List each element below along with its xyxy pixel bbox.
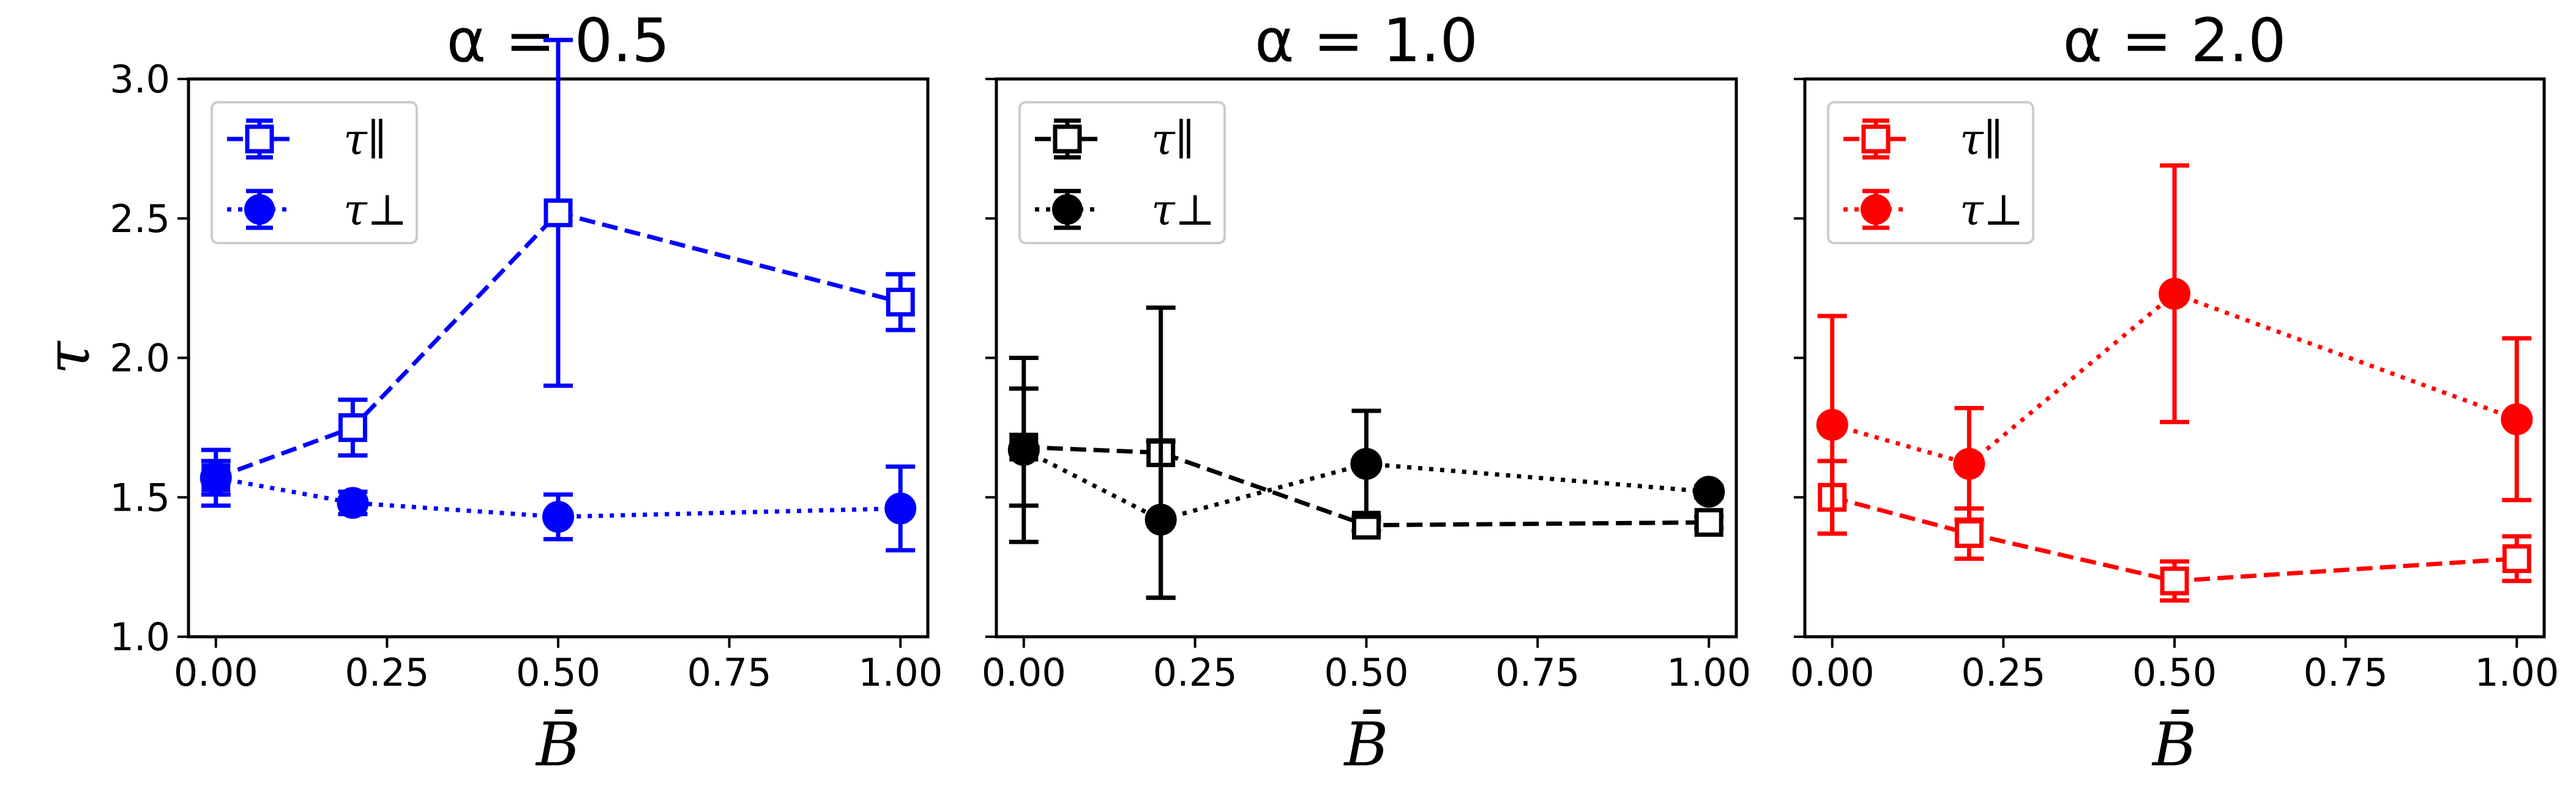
x-axis-label: B̄ (1343, 709, 1388, 780)
data-point-circle (884, 492, 917, 525)
x-tick-label: 0.00 (982, 650, 1066, 695)
series-line (215, 475, 901, 519)
y-tick-label: 3.0 (110, 57, 170, 102)
series-line (1831, 291, 2518, 467)
legend-label: τ⊥ (343, 185, 408, 235)
y-tick-label: 2.5 (110, 197, 170, 241)
data-point-square (338, 413, 367, 442)
legend-marker-square (1053, 124, 1082, 154)
panel-1: α = 0.51.01.52.02.53.00.00 0.25 0.50 0.75 1.… (34, 6, 943, 780)
data-point-circle (1007, 433, 1040, 466)
data-point-circle (337, 487, 369, 519)
series-tau-perp (200, 448, 917, 553)
y-axis-label: τ (34, 340, 103, 375)
legend: τ∥ τ⊥ (1827, 101, 2034, 244)
data-point-circle (200, 462, 232, 494)
legend-label: τ∥ (1151, 114, 1195, 165)
data-point-square (543, 198, 573, 228)
legend-marker-circle (1861, 194, 1891, 225)
panel-3: α = 2.0 0.00 0.25 0.50 0.75 1.00 B̄ τ∥ τ⊥ (1790, 6, 2559, 780)
data-point-square (886, 287, 915, 317)
legend: τ∥ τ⊥ (211, 101, 418, 244)
data-point-circle (1693, 476, 1725, 508)
x-tick-label: 0.75 (687, 650, 772, 695)
series-line (1831, 495, 2517, 583)
legend-marker-square (1861, 124, 1891, 154)
data-point-circle (1816, 408, 1848, 441)
legend-marker-circle (1052, 194, 1083, 225)
series-line (215, 210, 902, 480)
series-tau-perp (1816, 163, 2533, 536)
x-tick-label: 0.25 (1153, 650, 1238, 695)
x-tick-label: 0.00 (174, 650, 258, 695)
legend-marker-square (245, 124, 274, 154)
x-tick-label: 1.00 (1667, 650, 1751, 695)
panel-title: α = 2.0 (2063, 6, 2287, 76)
y-tick-label: 2.0 (110, 336, 170, 381)
data-point-circle (1144, 503, 1177, 536)
x-axis-label: B̄ (2151, 709, 2197, 780)
x-tick-label: 1.00 (858, 650, 943, 695)
legend-label: τ∥ (343, 114, 387, 165)
panel-2: α = 1.0 0.00 0.25 0.50 0.75 1.00 B̄ τ∥ τ⊥ (982, 6, 1751, 780)
x-tick-label: 0.25 (345, 650, 429, 695)
data-point-square (1694, 508, 1723, 537)
y-tick-label: 1.0 (110, 615, 170, 659)
panel-title: α = 1.0 (1255, 6, 1478, 76)
legend-label: τ∥ (1960, 114, 2003, 165)
data-point-circle (2159, 277, 2190, 310)
legend: τ∥ τ⊥ (1018, 101, 1226, 244)
legend-label: τ⊥ (1151, 185, 1215, 235)
y-tick-label: 1.5 (110, 475, 170, 520)
legend-marker-circle (244, 194, 275, 225)
x-tick-label: 0.00 (1790, 650, 1875, 695)
data-point-square (1954, 519, 1984, 548)
x-tick-label: 0.25 (1961, 650, 2045, 695)
x-tick-label: 0.50 (516, 650, 600, 695)
x-tick-label: 0.50 (2132, 650, 2217, 695)
legend-label: τ⊥ (1960, 185, 2024, 235)
data-point-circle (2501, 403, 2533, 435)
data-point-circle (1953, 448, 1985, 480)
data-point-circle (542, 501, 574, 533)
series-line (1023, 445, 1709, 528)
x-tick-label: 1.00 (2474, 650, 2559, 695)
series-tau-parallel (1817, 459, 2532, 603)
data-point-square (2160, 566, 2189, 596)
x-tick-label: 0.75 (2304, 650, 2388, 695)
x-axis-label: B̄ (535, 709, 580, 780)
data-point-square (2502, 544, 2531, 573)
data-point-circle (1350, 448, 1383, 480)
x-tick-label: 0.50 (1324, 650, 1408, 695)
x-tick-label: 0.75 (1495, 650, 1580, 695)
series-tau-parallel (201, 37, 916, 497)
series-tau-perp (1007, 356, 1725, 600)
